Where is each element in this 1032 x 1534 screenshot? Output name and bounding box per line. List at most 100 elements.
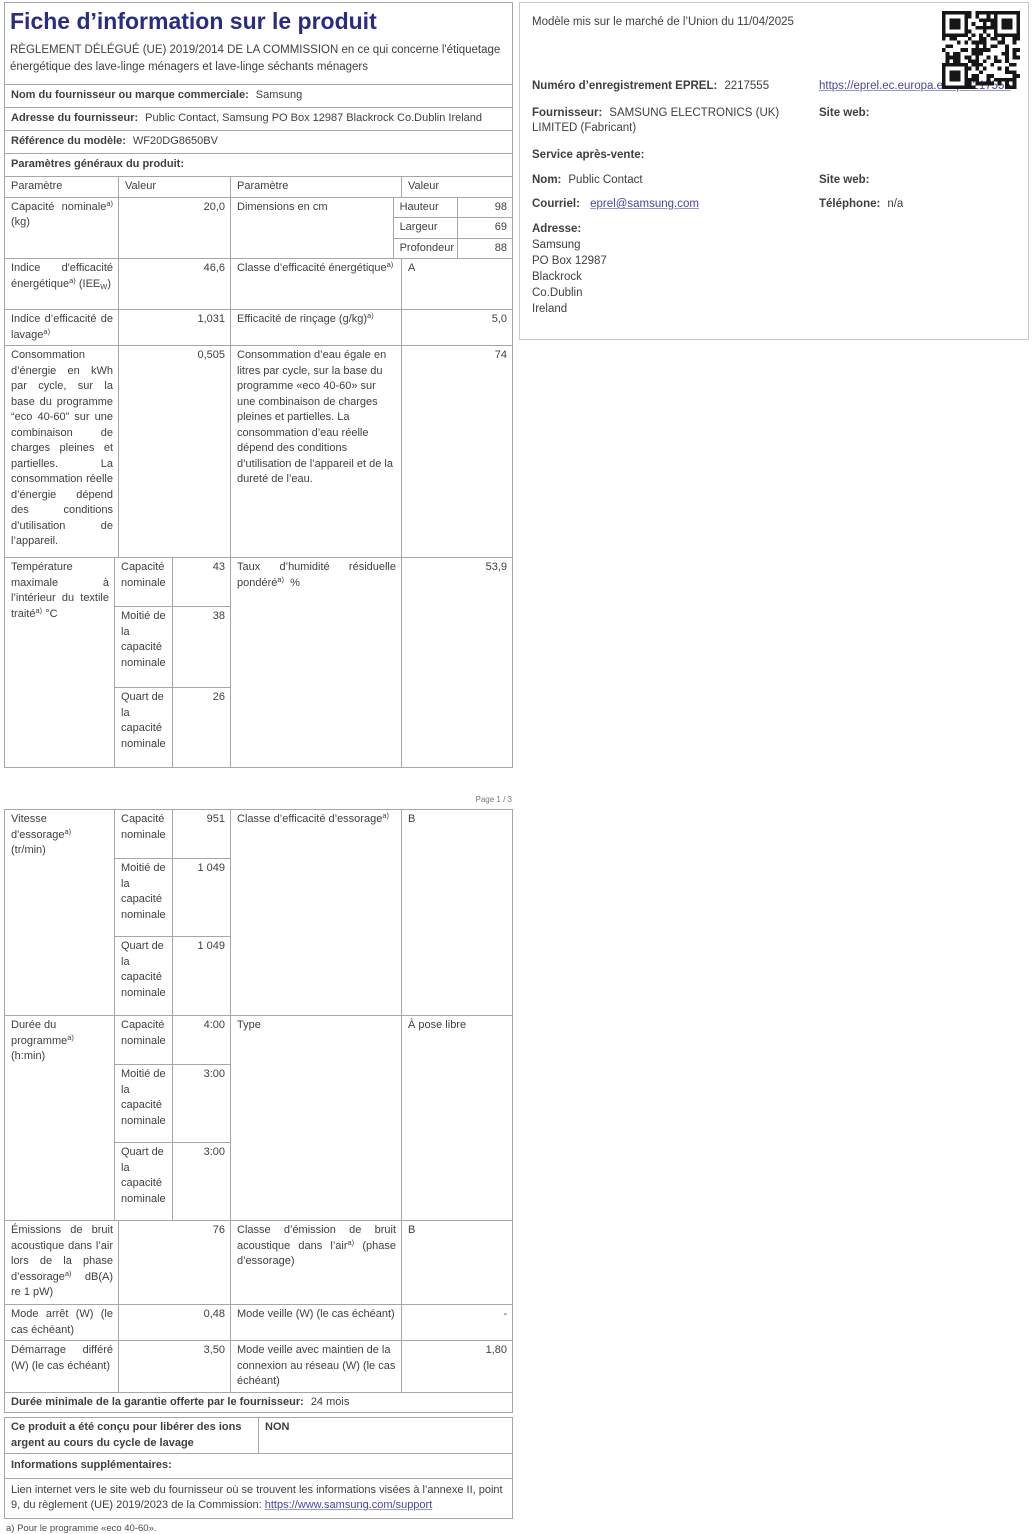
dimension-row: Largeur 69 bbox=[393, 217, 512, 238]
phone-label: Téléphone: bbox=[819, 198, 881, 210]
energy-consumption-value: 0,505 bbox=[118, 346, 230, 557]
load-value: 951 bbox=[172, 810, 230, 858]
fiche-table-page2: Vitesse d'essoragea) (tr/min) Capacité n… bbox=[4, 809, 513, 1413]
fiche-main-table: Fiche d’information sur le produit RÈGLE… bbox=[4, 2, 513, 768]
product-fiche: Fiche d’information sur le produit RÈGLE… bbox=[4, 2, 513, 1534]
supplier-cell: Fournisseur: SAMSUNG ELECTRONICS (UK) LIM… bbox=[532, 106, 819, 136]
address-line: Blackrock bbox=[532, 271, 582, 283]
col-header: Valeur bbox=[401, 177, 512, 197]
spin-sub-row: Moitié de la capacité nominale 1 049 bbox=[115, 858, 230, 936]
temperature-sub-row: Quart de la capacité nominale 26 bbox=[115, 687, 230, 767]
website-label: Site web: bbox=[819, 174, 870, 186]
row-warranty: Durée minimale de la garantie offerte pa… bbox=[5, 1391, 512, 1413]
address-line: Co.Dublin bbox=[532, 287, 583, 299]
phone-value: n/a bbox=[887, 198, 904, 210]
col-header: Paramètre bbox=[11, 180, 63, 192]
rinse-value: 5,0 bbox=[401, 310, 512, 345]
rinse-label: Efficacité de rinçage (g/kg)a) bbox=[230, 310, 401, 345]
eprel-number-value: 2217555 bbox=[724, 80, 770, 92]
type-label: Type bbox=[230, 1016, 401, 1220]
dimensions-subtable: Hauteur 98 Largeur 69 Profondeur 88 bbox=[392, 197, 512, 258]
supplier-name-label: Nom du fournisseur ou marque commerciale… bbox=[11, 89, 249, 101]
col-header: Valeur bbox=[118, 177, 230, 197]
load-value: 3:00 bbox=[172, 1065, 230, 1142]
noise-class-value: B bbox=[401, 1221, 512, 1304]
load-name: Moitié de la capacité nominale bbox=[121, 862, 166, 921]
humidity-value: 53,9 bbox=[401, 558, 512, 767]
row-off-standby: Mode arrêt (W) (le cas échéant) 0,48 Mod… bbox=[5, 1304, 512, 1340]
load-value: 1 049 bbox=[172, 937, 230, 1015]
supplier-label: Fournisseur: bbox=[532, 107, 603, 119]
energy-consumption-label: Consommation d’énergie en kWh par cycle,… bbox=[11, 349, 113, 547]
temperature-sub-row: Moitié de la capacité nominale 38 bbox=[115, 606, 230, 687]
row-wash-rinse: Indice d’efficacité de lavagea) 1,031 Ef… bbox=[5, 309, 512, 345]
wash-index-value: 1,031 bbox=[118, 310, 230, 345]
load-value: 4:00 bbox=[172, 1016, 230, 1064]
load-name: Quart de la capacité nominale bbox=[121, 940, 166, 999]
table-header-row: Paramètre Valeur Paramètre Valeur bbox=[5, 176, 512, 197]
load-name: Quart de la capacité nominale bbox=[121, 691, 166, 750]
row-energy-efficiency: Indice d'efficacité énergétiquea) (IEEW)… bbox=[5, 258, 512, 309]
warranty-cell: Durée minimale de la garantie offerte pa… bbox=[5, 1393, 512, 1413]
supplier-address-value: Public Contact, Samsung PO Box 12987 Bla… bbox=[145, 112, 483, 124]
row-temperature-humidity: Température maximale à l’intérieur du te… bbox=[5, 557, 512, 767]
fiche-header: Fiche d’information sur le produit RÈGLE… bbox=[5, 3, 512, 84]
energy-class-value: A bbox=[401, 259, 512, 309]
additional-info-label: Informations supplémentaires: bbox=[11, 1459, 172, 1471]
dimension-name: Profondeur bbox=[399, 241, 454, 254]
capacity-value: 20,0 bbox=[118, 197, 230, 258]
delay-label: Démarrage différé (W) (le cas échéant) bbox=[11, 1344, 113, 1372]
dimension-value: 69 bbox=[457, 218, 512, 238]
supplier-support-link[interactable]: https://www.samsung.com/support bbox=[264, 1499, 433, 1511]
standby-label: Mode veille (W) (le cas échéant) bbox=[230, 1305, 401, 1340]
off-mode-value: 0,48 bbox=[118, 1305, 230, 1340]
network-standby-value: 1,80 bbox=[401, 1341, 512, 1392]
eprel-number-label: Numéro d’enregistrement EPREL: bbox=[532, 80, 718, 92]
regulation-text: RÈGLEMENT DÉLÉGUÉ (UE) 2019/2014 DE LA C… bbox=[10, 44, 501, 73]
address-block: Adresse: Samsung PO Box 12987 Blackrock … bbox=[532, 222, 1016, 317]
off-mode-label: Mode arrêt (W) (le cas échéant) bbox=[11, 1308, 113, 1336]
weblink-cell: Lien internet vers le site web du fourni… bbox=[5, 1479, 512, 1518]
market-date: Modèle mis sur le marché de l’Union du 1… bbox=[532, 16, 794, 28]
noise-class-label: Classe d’émission de bruit acoustique da… bbox=[230, 1221, 401, 1304]
capacity-label: Capacité nominalea) (kg) bbox=[11, 198, 113, 228]
service-name-row: Nom: Public Contact Site web: bbox=[532, 173, 1016, 188]
address-line: PO Box 12987 bbox=[532, 255, 607, 267]
temperature-label: Température maximale à l’intérieur du te… bbox=[11, 561, 109, 620]
fiche-table-extra: Ce produit a été conçu pour libérer des … bbox=[4, 1417, 513, 1519]
row-spin: Vitesse d'essoragea) (tr/min) Capacité n… bbox=[5, 810, 512, 1015]
address-line: Ireland bbox=[532, 303, 568, 315]
email-link[interactable]: eprel@samsung.com bbox=[590, 198, 699, 210]
load-name: Quart de la capacité nominale bbox=[121, 1146, 166, 1205]
supplier-value: SAMSUNG ELECTRONICS (UK) LIMITED (Fabric… bbox=[532, 107, 780, 134]
supplier-website-cell: Site web: bbox=[819, 106, 1016, 121]
address-line: Samsung bbox=[532, 239, 581, 251]
temperature-sub-row: Capacité nominale 43 bbox=[115, 558, 230, 606]
energy-class-label: Classe d’efficacité énergétiquea) bbox=[230, 259, 401, 309]
model-reference-label: Référence du modèle: bbox=[11, 135, 126, 147]
page-title: Fiche d’information sur le produit bbox=[10, 8, 377, 34]
dimension-value: 88 bbox=[457, 238, 512, 258]
load-value: 1 049 bbox=[172, 859, 230, 936]
spin-label: Vitesse d'essoragea) (tr/min) bbox=[11, 813, 72, 856]
service-phone-cell: Téléphone: n/a bbox=[819, 197, 1016, 212]
standby-value: - bbox=[401, 1305, 512, 1340]
service-name-value: Public Contact bbox=[568, 174, 643, 186]
load-value: 26 bbox=[172, 688, 230, 767]
duration-label: Durée du programmea) (h:min) bbox=[11, 1019, 74, 1062]
general-params-label: Paramètres généraux du produit: bbox=[11, 158, 184, 170]
load-name: Capacité nominale bbox=[121, 813, 166, 841]
eprel-registration: Numéro d’enregistrement EPREL: 2217555 bbox=[532, 79, 819, 94]
load-value: 38 bbox=[172, 607, 230, 687]
load-value: 3:00 bbox=[172, 1143, 230, 1220]
eei-value: 46,6 bbox=[118, 259, 230, 309]
row-capacity-dimensions: Capacité nominalea) (kg) 20,0 Dimensions… bbox=[5, 196, 512, 258]
load-name: Moitié de la capacité nominale bbox=[121, 1068, 166, 1127]
warranty-label: Durée minimale de la garantie offerte pa… bbox=[11, 1395, 304, 1408]
model-reference-row: Référence du modèle: WF20DG8650BV bbox=[5, 130, 512, 153]
spin-sub-row: Quart de la capacité nominale 1 049 bbox=[115, 936, 230, 1015]
water-consumption-label: Consommation d’eau égale en litres par c… bbox=[230, 346, 401, 557]
row-duration-type: Durée du programmea) (h:min) Capacité no… bbox=[5, 1015, 512, 1220]
delay-value: 3,50 bbox=[118, 1341, 230, 1392]
dimension-name: Hauteur bbox=[399, 200, 439, 213]
